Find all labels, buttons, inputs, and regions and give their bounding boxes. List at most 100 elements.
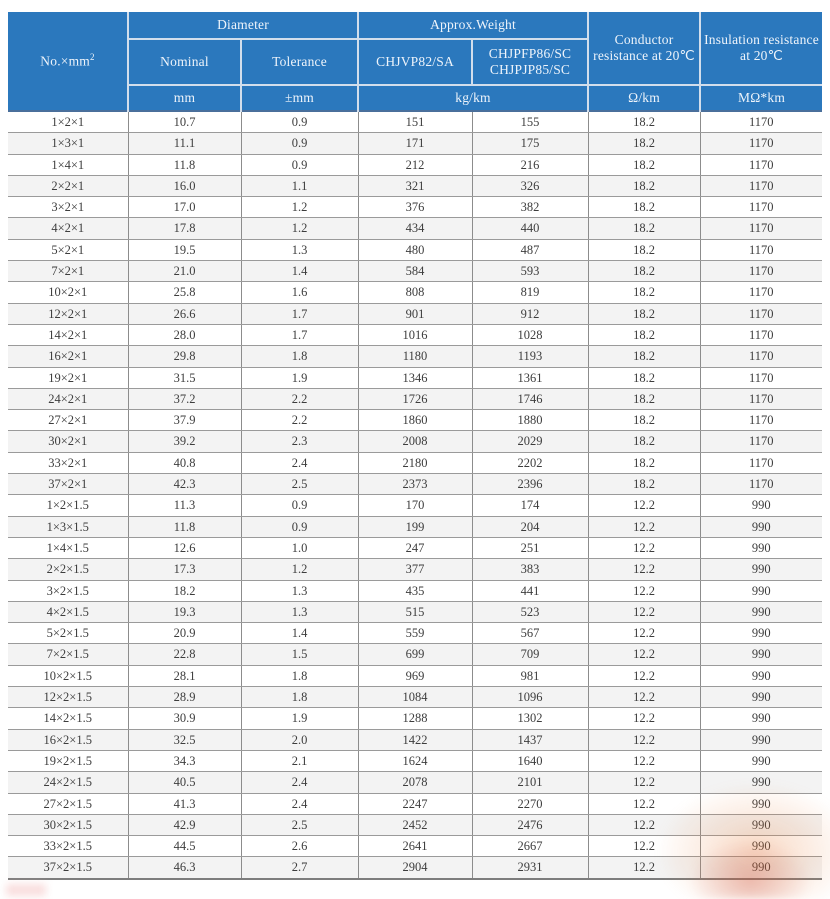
diameter-tolerance-cell: 2.4 — [240, 771, 359, 794]
diameter-nominal-cell: 12.6 — [127, 536, 242, 560]
conductor-resistance-cell: 12.2 — [587, 536, 701, 560]
diameter-nominal-cell: 42.3 — [127, 473, 242, 496]
diameter-tolerance-cell: 1.3 — [240, 579, 359, 602]
conductor-resistance-cell: 18.2 — [587, 217, 701, 240]
spec-no-mm2-cell: 14×2×1 — [8, 323, 129, 347]
insulation-resistance-cell: 990 — [699, 771, 823, 794]
diameter-tolerance-cell: 2.5 — [240, 813, 359, 837]
insulation-resistance-cell: 990 — [699, 664, 823, 688]
spec-no-mm2-cell: 37×2×1.5 — [8, 856, 129, 880]
table-row: 14×2×1 28.0 1.7 1016 1028 18.2 1170 — [8, 323, 823, 347]
diameter-nominal-cell: 19.3 — [127, 600, 242, 624]
weight-chjvp82-sa-cell: 151 — [357, 110, 473, 134]
diameter-nominal-cell: 29.8 — [127, 345, 242, 368]
weight-chjpfp86-sc-cell: 912 — [471, 302, 589, 325]
spec-no-mm2-cell: 1×2×1.5 — [8, 494, 129, 517]
diameter-tolerance-cell: 1.0 — [240, 536, 359, 560]
diameter-nominal-cell: 28.0 — [127, 323, 242, 347]
weight-chjvp82-sa-cell: 1346 — [357, 366, 473, 389]
spec-no-mm2-cell: 2×2×1 — [8, 174, 129, 198]
conductor-resistance-cell: 12.2 — [587, 835, 701, 858]
weight-chjvp82-sa-cell: 2008 — [357, 430, 473, 453]
weight-chjpfp86-sc-cell: 1028 — [471, 323, 589, 347]
diameter-tolerance-cell: 1.8 — [240, 664, 359, 688]
weight-chjpfp86-sc-cell: 487 — [471, 238, 589, 262]
table-row: 1×4×1 11.8 0.9 212 216 18.2 1170 — [8, 153, 823, 176]
spec-no-mm2-cell: 16×2×1 — [8, 345, 129, 368]
watermark-pink-fragment — [6, 884, 46, 896]
weight-chjvp82-sa-cell: 2078 — [357, 771, 473, 794]
insulation-resistance-cell: 1170 — [699, 238, 823, 262]
table-row: 1×3×1.5 11.8 0.9 199 204 12.2 990 — [8, 515, 823, 538]
weight-chjpfp86-sc-cell: 2667 — [471, 835, 589, 858]
diameter-tolerance-cell: 2.7 — [240, 856, 359, 880]
weight-chjvp82-sa-cell: 212 — [357, 153, 473, 176]
weight-chjpfp86-sc-cell: 1096 — [471, 686, 589, 709]
diameter-tolerance-cell: 0.9 — [240, 153, 359, 176]
conductor-resistance-cell: 12.2 — [587, 579, 701, 602]
conductor-resistance-cell: 18.2 — [587, 196, 701, 219]
weight-chjvp82-sa-cell: 1860 — [357, 409, 473, 432]
spec-no-mm2-cell: 10×2×1.5 — [8, 664, 129, 688]
insulation-resistance-cell: 990 — [699, 749, 823, 773]
conductor-resistance-cell: 18.2 — [587, 366, 701, 389]
table-body: 1×2×1 10.7 0.9 151 155 18.2 1170 1×3×1 11.1 0.9 17… — [8, 110, 823, 880]
diameter-nominal-cell: 11.1 — [127, 132, 242, 155]
table-row: 5×2×1.5 20.9 1.4 559 567 12.2 990 — [8, 622, 823, 645]
weight-chjvp82-sa-cell: 1180 — [357, 345, 473, 368]
column-header-conductor-resistance: Conductor resistance at 20℃ — [587, 12, 702, 86]
weight-chjvp82-sa-cell: 2641 — [357, 835, 473, 858]
table-row: 7×2×1.5 22.8 1.5 699 709 12.2 990 — [8, 643, 823, 666]
conductor-resistance-cell: 12.2 — [587, 728, 701, 751]
conductor-resistance-cell: 18.2 — [587, 302, 701, 325]
diameter-nominal-cell: 19.5 — [127, 238, 242, 262]
insulation-resistance-cell: 1170 — [699, 132, 823, 155]
weight-chjpfp86-sc-cell: 383 — [471, 558, 589, 581]
table-row: 30×2×1.5 42.9 2.5 2452 2476 12.2 990 — [8, 813, 823, 837]
spec-no-mm2-cell: 12×2×1 — [8, 302, 129, 325]
diameter-tolerance-cell: 2.6 — [240, 835, 359, 858]
spec-no-mm2-cell: 19×2×1.5 — [8, 749, 129, 773]
conductor-resistance-cell: 18.2 — [587, 238, 701, 262]
weight-chjpfp86-sc-cell: 1880 — [471, 409, 589, 432]
diameter-tolerance-cell: 1.9 — [240, 707, 359, 730]
diameter-nominal-cell: 30.9 — [127, 707, 242, 730]
diameter-tolerance-cell: 0.9 — [240, 132, 359, 155]
unit-ohm-km: Ω/km — [587, 84, 702, 111]
diameter-tolerance-cell: 1.1 — [240, 174, 359, 198]
conductor-resistance-cell: 12.2 — [587, 707, 701, 730]
conductor-resistance-cell: 12.2 — [587, 515, 701, 538]
table-row: 7×2×1 21.0 1.4 584 593 18.2 1170 — [8, 260, 823, 283]
weight-chjpfp86-sc-cell: 2476 — [471, 813, 589, 837]
table-row: 37×2×1.5 46.3 2.7 2904 2931 12.2 990 — [8, 856, 823, 880]
weight-chjvp82-sa-cell: 170 — [357, 494, 473, 517]
weight-chjpfp86-sc-cell: 1193 — [471, 345, 589, 368]
diameter-tolerance-cell: 2.4 — [240, 451, 359, 475]
spec-no-mm2-cell: 7×2×1.5 — [8, 643, 129, 666]
weight-chjpfp86-sc-cell: 155 — [471, 110, 589, 134]
weight-chjvp82-sa-cell: 435 — [357, 579, 473, 602]
column-header-nominal: Nominal — [127, 38, 242, 86]
weight-chjvp82-sa-cell: 2373 — [357, 473, 473, 496]
table-row: 1×4×1.5 12.6 1.0 247 251 12.2 990 — [8, 536, 823, 560]
weight-chjvp82-sa-cell: 2247 — [357, 792, 473, 815]
diameter-nominal-cell: 17.8 — [127, 217, 242, 240]
diameter-nominal-cell: 16.0 — [127, 174, 242, 198]
spec-no-mm2-cell: 27×2×1.5 — [8, 792, 129, 815]
insulation-resistance-cell: 1170 — [699, 302, 823, 325]
weight-chjvp82-sa-cell: 199 — [357, 515, 473, 538]
table-row: 14×2×1.5 30.9 1.9 1288 1302 12.2 990 — [8, 707, 823, 730]
table-row: 2×2×1.5 17.3 1.2 377 383 12.2 990 — [8, 558, 823, 581]
conductor-resistance-cell: 12.2 — [587, 622, 701, 645]
conductor-resistance-cell: 12.2 — [587, 558, 701, 581]
table-row: 12×2×1 26.6 1.7 901 912 18.2 1170 — [8, 302, 823, 325]
insulation-resistance-cell: 990 — [699, 856, 823, 880]
unit-megohm-km: MΩ*km — [699, 84, 823, 111]
weight-chjpfp86-sc-cell: 175 — [471, 132, 589, 155]
diameter-tolerance-cell: 2.1 — [240, 749, 359, 773]
table-row: 16×2×1 29.8 1.8 1180 1193 18.2 1170 — [8, 345, 823, 368]
weight-chjpfp86-sc-cell: 981 — [471, 664, 589, 688]
weight-chjpfp86-sc-cell: 709 — [471, 643, 589, 666]
conductor-resistance-cell: 18.2 — [587, 110, 701, 134]
column-group-approx-weight: Approx.Weight — [357, 12, 590, 40]
